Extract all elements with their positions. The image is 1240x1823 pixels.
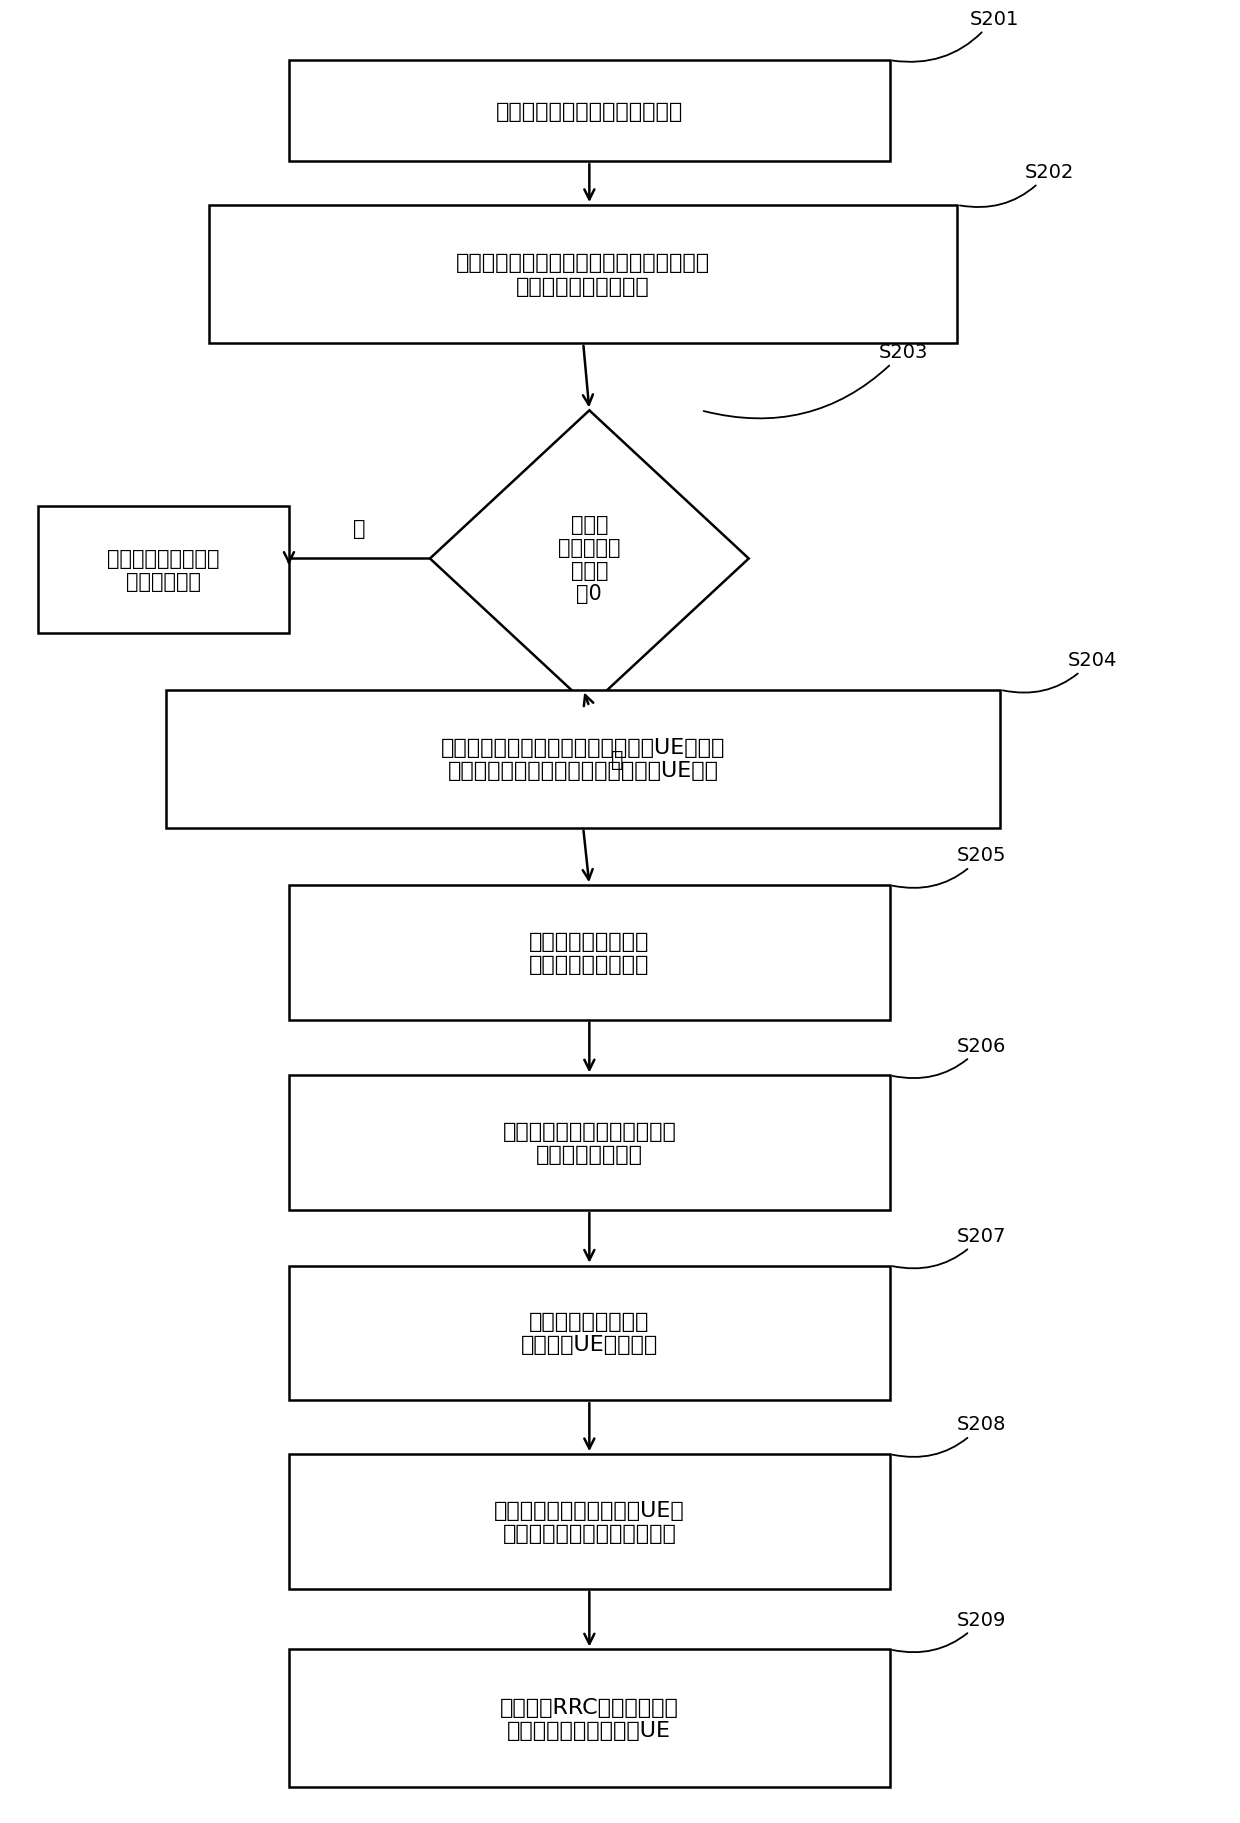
Text: S204: S204 [1003, 651, 1117, 693]
Text: 结束本次均衡控制信
道负载的流程: 结束本次均衡控制信 道负载的流程 [107, 549, 219, 592]
Bar [210, 206, 957, 345]
Text: S206: S206 [893, 1035, 1007, 1079]
Text: 将高负载组中同一个
载波上的UE进行排序: 将高负载组中同一个 载波上的UE进行排序 [521, 1311, 658, 1354]
Text: S202: S202 [960, 162, 1074, 208]
Text: 否: 否 [611, 749, 624, 769]
Text: S209: S209 [893, 1610, 1007, 1652]
Bar [289, 62, 890, 162]
Bar [37, 507, 289, 633]
Bar [289, 1650, 890, 1788]
Text: S205: S205 [893, 846, 1007, 888]
Text: 将低负载组中的所有
载波进行优先级排序: 将低负载组中的所有 载波进行优先级排序 [529, 932, 650, 975]
Bar [166, 691, 1001, 828]
Text: 是: 是 [353, 520, 366, 540]
Text: 基站对载波的负载状态进行评估: 基站对载波的负载状态进行评估 [496, 102, 683, 122]
Text: S207: S207 [893, 1227, 1007, 1269]
Polygon shape [430, 412, 749, 707]
Bar [289, 1076, 890, 1210]
Bar [289, 1265, 890, 1400]
Text: 将高负载组中该载波上的UE转
移到低负载组中对应的载波上: 将高负载组中该载波上的UE转 移到低负载组中对应的载波上 [494, 1500, 684, 1544]
Bar [289, 1455, 890, 1590]
Text: 确定高负载组中每个载波需要转移的UE数量，
并确定低负载组中每个载波可接纳的UE数量: 确定高负载组中每个载波需要转移的UE数量， 并确定低负载组中每个载波可接纳的UE… [441, 738, 725, 780]
Text: S201: S201 [893, 9, 1019, 62]
Text: 基站通过RRC重配置信令，
将均衡调整结果配置给UE: 基站通过RRC重配置信令， 将均衡调整结果配置给UE [500, 1697, 678, 1741]
Text: S203: S203 [703, 343, 928, 419]
Bar [289, 886, 890, 1021]
Text: 为高负载组中的载波选择低负
载组中对应的载波: 为高负载组中的载波选择低负 载组中对应的载波 [502, 1121, 676, 1165]
Text: S208: S208 [893, 1415, 1007, 1457]
Text: 基站根据载波的负载状态，将所有载波划分
为高负载组和低负载组: 基站根据载波的负载状态，将所有载波划分 为高负载组和低负载组 [456, 253, 711, 297]
Text: 是否有
至少一个组
载波数
为0: 是否有 至少一个组 载波数 为0 [558, 514, 620, 603]
